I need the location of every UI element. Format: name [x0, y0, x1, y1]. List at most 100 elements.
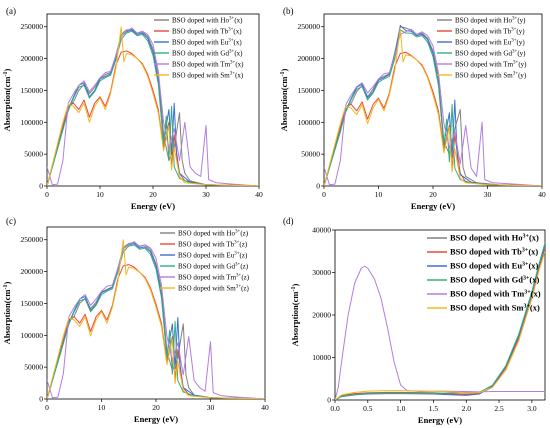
- y-tick-label: 250000: [21, 235, 44, 244]
- y-tick-label: 150000: [21, 86, 44, 95]
- series-line-tb: [324, 51, 542, 186]
- series-group: [47, 239, 265, 399]
- legend-entry-ho: BSO doped with Ho3+(x): [172, 17, 243, 25]
- chart-panel-c: (c) 0 10 20 30 40 0 50000 100000 150000 200000 2500…: [2, 216, 269, 424]
- legend-entry-tb: BSO doped with Tb3+(z): [178, 241, 248, 249]
- x-axis-label: Energy (eV): [411, 201, 455, 211]
- y-tick-label: 200000: [21, 54, 44, 63]
- legend-entry-eu: BSO doped with Eu3+(y): [455, 39, 525, 47]
- series-line-eu: [47, 29, 259, 186]
- y-tick-label: 150000: [21, 299, 44, 308]
- y-tick-label: 10000: [312, 353, 331, 362]
- x-tick-label: 40: [261, 403, 269, 412]
- legend-entry-gd: BSO doped with Gd3+(x): [450, 275, 540, 285]
- x-tick-label: 30: [202, 190, 210, 199]
- y-tick-label: 0: [39, 395, 43, 404]
- y-tick-label: 200000: [21, 267, 44, 276]
- legend-entry-ho: BSO doped with Ho3+(y): [455, 17, 526, 25]
- legend-entry-tm: BSO doped with Tm3+(y): [455, 61, 527, 69]
- series-line-sm: [324, 27, 542, 186]
- legend-entry-sm: BSO doped with Sm3+(x): [172, 72, 244, 80]
- chart-panel-d: (d) 0.0 0.5 1.0 1.5 2.0 2.5 3.0 0 10000 20000 30000…: [283, 216, 546, 425]
- x-tick-label: 40: [255, 190, 263, 199]
- legend: BSO doped with Ho3+(x) BSO doped with Tb3…: [154, 17, 244, 80]
- y-tick-label: 0: [39, 182, 43, 191]
- series-line-tm: [335, 265, 545, 400]
- series-line-sm: [47, 239, 265, 399]
- legend-entry-ho: BSO doped with Ho3+(x): [450, 233, 539, 243]
- x-tick-label: 10: [98, 403, 106, 412]
- y-tick-label: 20000: [312, 311, 331, 320]
- y-tick-label: 250000: [21, 22, 44, 31]
- chart-panel-a: (a) 0 10 20 30 40 0 50000 100000 150000 200000 2500…: [2, 6, 263, 211]
- series-line-tm: [324, 28, 542, 186]
- x-tick-label: 2.0: [462, 404, 472, 413]
- series-line-gd: [47, 244, 265, 399]
- x-tick-label: 2.5: [494, 404, 504, 413]
- legend-entry-sm: BSO doped with Sm3+(y): [455, 72, 527, 80]
- legend-entry-tb: BSO doped with Tb3+(y): [455, 28, 525, 36]
- legend-entry-gd: BSO doped with Gd3+(y): [455, 50, 526, 58]
- x-axis-label: Energy (eV): [131, 201, 175, 211]
- x-tick-label: 10: [375, 190, 383, 199]
- legend-entry-tb: BSO doped with Tb3+(x): [172, 28, 242, 36]
- series-line-gd: [47, 30, 259, 186]
- y-tick-label: 200000: [298, 54, 321, 63]
- legend: BSO doped with Ho3+(y) BSO doped with Tb3…: [437, 17, 527, 80]
- series-line-tm: [47, 27, 259, 186]
- y-tick-label: 0: [327, 396, 331, 405]
- legend-entry-sm: BSO doped with Sm3+(z): [178, 285, 250, 293]
- x-tick-label: 0.0: [330, 404, 340, 413]
- legend-entry-tm: BSO doped with Tm3+(z): [178, 274, 250, 282]
- series-line-eu: [47, 243, 265, 399]
- legend-entry-gd: BSO doped with Gd3+(z): [178, 263, 249, 271]
- legend-entry-sm: BSO doped with Sm3+(x): [450, 303, 540, 313]
- y-tick-label: 50000: [24, 363, 43, 372]
- y-axis-label: Absorption(cm-1): [290, 284, 300, 347]
- series-line-tb: [47, 50, 259, 186]
- x-tick-label: 0: [45, 403, 49, 412]
- legend-entry-eu: BSO doped with Eu3+(x): [450, 261, 539, 271]
- series-line-tm: [47, 241, 265, 399]
- y-tick-label: 50000: [301, 150, 320, 159]
- legend-entry-eu: BSO doped with Eu3+(z): [178, 252, 248, 260]
- legend-entry-tm: BSO doped with Tm3+(x): [450, 289, 541, 299]
- series-group: [324, 24, 542, 186]
- x-tick-label: 3.0: [527, 404, 537, 413]
- x-tick-label: 1.5: [429, 404, 439, 413]
- y-axis-label: Absorption(cm-1): [2, 69, 12, 132]
- series-line-eu: [324, 24, 542, 186]
- panel-label: (d): [283, 216, 294, 226]
- series-line-tb: [335, 248, 545, 400]
- x-tick-label: 30: [484, 190, 492, 199]
- panel-label: (c): [6, 216, 16, 226]
- y-tick-label: 250000: [298, 22, 321, 31]
- series-group: [47, 26, 259, 186]
- series-line-sm: [47, 26, 259, 186]
- panel-label: (a): [6, 6, 16, 16]
- y-tick-label: 0: [316, 182, 320, 191]
- chart-panel-b: (b) 0 10 20 30 40 0 50000 100000 150000 200000 2500…: [279, 6, 546, 211]
- x-tick-label: 30: [207, 403, 215, 412]
- y-tick-label: 100000: [21, 331, 44, 340]
- y-tick-label: 40000: [312, 226, 331, 235]
- series-line-gd: [324, 29, 542, 186]
- legend-entry-eu: BSO doped with Eu3+(x): [172, 39, 242, 47]
- x-tick-label: 0.5: [363, 404, 373, 413]
- x-tick-label: 1.0: [396, 404, 406, 413]
- y-tick-label: 30000: [312, 268, 331, 277]
- legend-entry-ho: BSO doped with Ho3+(z): [178, 230, 249, 238]
- y-tick-label: 50000: [24, 150, 43, 159]
- legend-entry-tb: BSO doped with Tb3+(x): [450, 247, 538, 257]
- x-tick-label: 0: [45, 190, 49, 199]
- panel-label: (b): [283, 6, 294, 16]
- x-tick-label: 0: [322, 190, 326, 199]
- legend: BSO doped with Ho3+(z) BSO doped with Tb3…: [160, 230, 250, 293]
- y-tick-label: 100000: [298, 118, 321, 127]
- x-axis-label: Energy (eV): [418, 415, 462, 425]
- x-tick-label: 10: [96, 190, 104, 199]
- y-tick-label: 100000: [21, 118, 44, 127]
- x-axis-label: Energy (eV): [134, 414, 178, 424]
- y-axis-label: Absorption(cm-1): [279, 69, 289, 132]
